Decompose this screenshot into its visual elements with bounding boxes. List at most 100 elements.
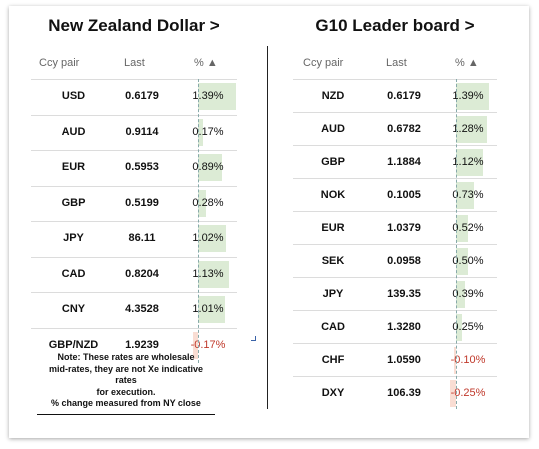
g10-panel-title[interactable]: G10 Leader board > [315, 16, 475, 35]
ccy-pair-cell: NOK [320, 189, 346, 201]
ccy-pair-cell: EUR [61, 161, 86, 173]
note-line: mid-rates, they are not Xe indicative ra… [48, 363, 204, 386]
ccy-pair-cell: JPY [63, 232, 84, 244]
positive-change-bar [198, 154, 223, 181]
table-row[interactable]: JPY 139.35 0.39% [293, 277, 497, 311]
ccy-pair-cell: CAD [61, 267, 86, 280]
pct-change-cell: 0.50% [452, 255, 484, 267]
last-rate-cell: 0.6782 [387, 123, 421, 135]
pct-change-cell: 0.25% [452, 321, 484, 333]
last-rate-cell: 0.6179 [125, 90, 159, 102]
ccy-pair-cell: CHF [321, 354, 345, 366]
pct-change-cell: 0.73% [452, 189, 484, 201]
table-row[interactable]: AUD 0.6782 1.28% [293, 112, 497, 146]
pct-change-cell: 1.12% [452, 156, 484, 168]
last-rate-cell: 0.6179 [387, 90, 421, 102]
widget-frame: New Zealand Dollar > Ccy pair Last % ▲ U… [9, 6, 529, 438]
table-row[interactable]: DXY 106.39 -0.25% [293, 376, 497, 410]
positive-change-bar [456, 182, 474, 209]
ccy-pair-cell: EUR [321, 222, 345, 234]
last-rate-cell: 0.5199 [125, 196, 159, 209]
last-rate-cell: 0.1005 [387, 189, 421, 201]
pct-change-cell: 1.01% [192, 303, 224, 315]
positive-change-bar [456, 248, 468, 275]
negative-change-bar [453, 347, 456, 374]
zero-baseline [456, 79, 457, 409]
table-row[interactable]: EUR 0.5953 0.89% [31, 150, 237, 184]
ccy-pair-cell: DXY [321, 387, 345, 399]
negative-change-bar [193, 331, 198, 359]
positive-change-bar [198, 260, 229, 288]
table-row[interactable]: USD 0.6179 1.39% [31, 79, 237, 113]
g10-table-header: Ccy pair Last % ▲ [293, 57, 497, 71]
positive-change-bar [456, 83, 490, 110]
positive-change-bar [198, 296, 226, 323]
table-row[interactable]: NOK 0.1005 0.73% [293, 178, 497, 212]
last-rate-cell: 0.5953 [125, 161, 159, 173]
nzd-panel-title[interactable]: New Zealand Dollar > [48, 16, 220, 35]
pct-change-cell: 1.02% [192, 232, 224, 244]
last-rate-cell: 0.9114 [125, 125, 159, 138]
ccy-pair-cell: GBP [321, 156, 345, 168]
last-rate-cell: 1.1884 [387, 156, 421, 168]
pct-change-cell: 0.28% [192, 196, 224, 209]
ccy-pair-cell: AUD [321, 123, 345, 135]
resize-corner-icon [251, 336, 256, 341]
last-rate-cell: 0.8204 [125, 267, 159, 280]
positive-change-bar [456, 314, 462, 341]
positive-change-bar [456, 116, 487, 143]
positive-change-bar [198, 189, 206, 217]
table-row[interactable]: EUR 1.0379 0.52% [293, 211, 497, 245]
ccy-pair-cell: CAD [321, 321, 345, 333]
negative-change-bar [450, 380, 456, 407]
last-rate-cell: 86.11 [128, 232, 156, 244]
table-row[interactable]: AUD 0.9114 0.17% [31, 114, 237, 149]
table-row[interactable]: CAD 1.3280 0.25% [293, 310, 497, 344]
panel-divider [267, 46, 268, 409]
pct-change-cell: 0.17% [192, 125, 224, 138]
positive-change-bar [198, 118, 203, 146]
header-ccy-pair[interactable]: Ccy pair [303, 57, 344, 69]
ccy-pair-cell: SEK [321, 255, 345, 267]
ccy-pair-cell: GBP/NZD [48, 338, 99, 351]
ccy-pair-cell: CNY [61, 303, 86, 315]
pct-change-cell: 1.39% [192, 90, 224, 102]
header-last[interactable]: Last [124, 57, 145, 69]
table-row[interactable]: CNY 4.3528 1.01% [31, 292, 237, 326]
table-row[interactable]: GBP 0.5199 0.28% [31, 185, 237, 220]
positive-change-bar [456, 149, 483, 176]
ccy-pair-cell: NZD [321, 90, 345, 102]
pct-change-cell: 0.52% [452, 222, 484, 234]
header-pct-sort[interactable]: % ▲ [455, 57, 479, 69]
header-pct-sort[interactable]: % ▲ [194, 57, 218, 69]
last-rate-cell: 1.0379 [387, 222, 421, 234]
table-row[interactable]: CHF 1.0590 -0.10% [293, 343, 497, 377]
last-rate-cell: 1.0590 [387, 354, 421, 366]
last-rate-cell: 1.3280 [387, 321, 421, 333]
last-rate-cell: 139.35 [387, 288, 421, 300]
positive-change-bar [456, 281, 466, 308]
note-line: Note: These rates are wholesale [57, 352, 195, 362]
pct-change-cell: -0.10% [450, 354, 486, 366]
last-rate-cell: 106.39 [387, 387, 421, 399]
pct-change-cell: 1.39% [452, 90, 484, 102]
ccy-pair-cell: JPY [322, 288, 344, 300]
header-last[interactable]: Last [386, 57, 407, 69]
rates-disclaimer-note: Note: These rates are wholesale mid-rate… [37, 352, 215, 415]
positive-change-bar [198, 83, 236, 110]
table-row[interactable]: GBP 1.1884 1.12% [293, 145, 497, 179]
note-line: % change measured from NY close [51, 398, 201, 408]
pct-change-cell: 0.39% [452, 288, 484, 300]
zero-baseline [198, 79, 199, 363]
positive-change-bar [198, 225, 226, 252]
table-row[interactable]: GBP/NZD 1.9239 -0.17% [31, 327, 237, 362]
pct-change-cell: 1.28% [452, 123, 484, 135]
table-row[interactable]: CAD 0.8204 1.13% [31, 256, 237, 291]
table-row[interactable]: SEK 0.0958 0.50% [293, 244, 497, 278]
last-rate-cell: 0.0958 [387, 255, 421, 267]
pct-change-cell: -0.17% [190, 338, 226, 351]
table-row[interactable]: NZD 0.6179 1.39% [293, 79, 497, 113]
ccy-pair-cell: GBP [61, 196, 86, 209]
header-ccy-pair[interactable]: Ccy pair [39, 57, 80, 69]
table-row[interactable]: JPY 86.11 1.02% [31, 221, 237, 255]
